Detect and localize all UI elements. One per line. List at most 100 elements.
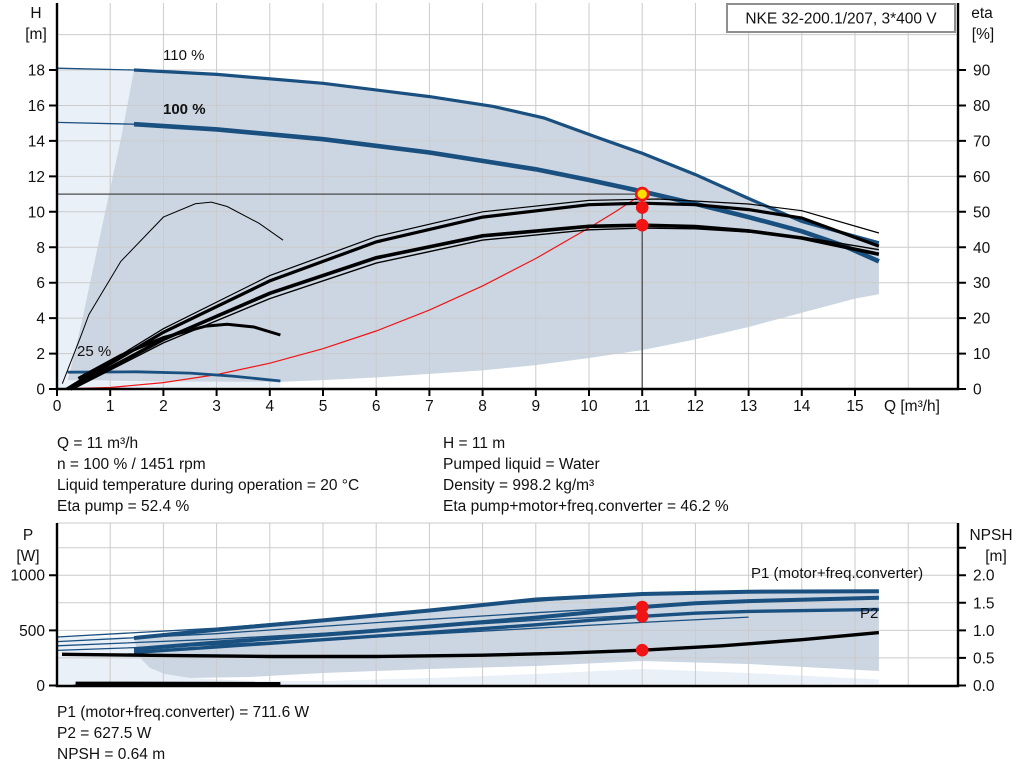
pump-title-box bbox=[726, 3, 956, 33]
svg-text:1.5: 1.5 bbox=[973, 595, 995, 612]
npsh-axis-unit: [m] bbox=[985, 548, 1007, 565]
eta-arc-thin-lowspeed bbox=[61, 201, 284, 384]
label-110pct: 110 % bbox=[163, 47, 204, 64]
duty-info-bottom: P1 (motor+freq.converter) = 711.6 W P2 =… bbox=[57, 704, 309, 763]
svg-text:15: 15 bbox=[846, 398, 863, 415]
p1-curve bbox=[133, 595, 879, 652]
info-p1: P1 (motor+freq.converter) = 711.6 W bbox=[57, 704, 309, 721]
svg-text:1000: 1000 bbox=[11, 568, 46, 585]
svg-text:2: 2 bbox=[36, 346, 45, 363]
svg-text:9: 9 bbox=[531, 398, 540, 415]
p-thin-2 bbox=[56, 605, 643, 643]
top-shade-light bbox=[57, 68, 281, 388]
svg-text:10: 10 bbox=[580, 398, 598, 415]
top-chart: H [m] eta [%] 0 2 4 6 8 10 12 14 16 18 0… bbox=[25, 3, 994, 415]
label-100pct: 100 % bbox=[163, 101, 206, 118]
svg-text:20: 20 bbox=[973, 311, 991, 328]
info-pumped-liquid: Pumped liquid = Water bbox=[443, 456, 600, 473]
info-p2: P2 = 627.5 W bbox=[57, 725, 152, 742]
h-tick-labels: 0 2 4 6 8 10 12 14 16 18 bbox=[28, 63, 46, 399]
p2-curve bbox=[133, 607, 879, 655]
p-axis-unit: [W] bbox=[16, 548, 39, 565]
eta-total-tolerance-curve bbox=[72, 227, 880, 390]
svg-text:0.0: 0.0 bbox=[973, 678, 995, 695]
top-grid bbox=[57, 3, 958, 389]
svg-text:12: 12 bbox=[28, 169, 45, 186]
svg-text:4: 4 bbox=[265, 398, 274, 415]
eta-axis-unit: [%] bbox=[972, 26, 994, 43]
svg-text:3: 3 bbox=[212, 398, 221, 415]
svg-text:14: 14 bbox=[28, 133, 46, 150]
svg-text:10: 10 bbox=[28, 204, 46, 221]
svg-text:30: 30 bbox=[973, 275, 991, 292]
svg-text:90: 90 bbox=[973, 63, 991, 80]
info-eta-pump: Eta pump = 52.4 % bbox=[57, 498, 189, 515]
info-liquid-temp: Liquid temperature during operation = 20… bbox=[57, 477, 359, 494]
info-eta-total: Eta pump+motor+freq.converter = 46.2 % bbox=[443, 498, 729, 515]
svg-text:5: 5 bbox=[319, 398, 328, 415]
svg-text:1.0: 1.0 bbox=[973, 623, 995, 640]
svg-text:40: 40 bbox=[973, 240, 991, 257]
svg-text:6: 6 bbox=[372, 398, 381, 415]
h-axis-title: H bbox=[30, 5, 41, 22]
efficiency-curves bbox=[61, 198, 880, 391]
eta-pump-curve bbox=[66, 201, 880, 391]
duty-point-marker[interactable] bbox=[634, 186, 650, 202]
top-axes bbox=[55, 3, 960, 391]
label-25pct: 25 % bbox=[77, 343, 111, 360]
svg-text:80: 80 bbox=[973, 98, 991, 115]
svg-text:500: 500 bbox=[19, 623, 45, 640]
svg-text:50: 50 bbox=[973, 204, 991, 221]
top-shade-dark bbox=[67, 70, 879, 382]
curve-25pct bbox=[67, 370, 281, 383]
info-n: n = 100 % / 1451 rpm bbox=[57, 456, 206, 473]
bottom-shade-light bbox=[57, 636, 879, 685]
curve-110pct bbox=[133, 68, 880, 245]
info-density: Density = 998.2 kg/m³ bbox=[443, 477, 594, 494]
curve-100pct-thin-ext bbox=[56, 121, 135, 125]
bottom-chart: P [W] NPSH [m] 0 500 1000 0.0 0.5 1.0 1.… bbox=[11, 522, 1013, 695]
speed-curves bbox=[56, 67, 880, 383]
duty-info-top: Q = 11 m³/h n = 100 % / 1451 rpm Liquid … bbox=[57, 435, 729, 515]
p-tick-labels: 0 500 1000 bbox=[11, 568, 46, 695]
h-axis-unit: [m] bbox=[25, 26, 47, 43]
svg-text:6: 6 bbox=[36, 275, 45, 292]
svg-text:11: 11 bbox=[634, 398, 650, 415]
p1-marker bbox=[635, 600, 649, 614]
svg-text:8: 8 bbox=[36, 240, 45, 257]
curve-100pct bbox=[133, 121, 880, 264]
svg-text:0: 0 bbox=[973, 382, 982, 399]
eta-pump-tolerance-curve bbox=[64, 198, 880, 390]
label-p2: P2 bbox=[860, 605, 878, 622]
svg-text:10: 10 bbox=[973, 346, 991, 363]
svg-text:70: 70 bbox=[973, 133, 991, 150]
p-thin-1 bbox=[56, 596, 590, 638]
eta-arc-thick-lowspeed bbox=[77, 322, 281, 380]
svg-text:18: 18 bbox=[28, 63, 45, 80]
svg-text:14: 14 bbox=[793, 398, 811, 415]
npsh-tick-labels: 0.0 0.5 1.0 1.5 2.0 bbox=[973, 568, 995, 695]
svg-text:7: 7 bbox=[425, 398, 434, 415]
eta-tick-labels: 0 10 20 30 40 50 60 70 80 90 bbox=[973, 63, 991, 399]
npsh-marker bbox=[635, 643, 649, 657]
svg-text:0: 0 bbox=[53, 398, 62, 415]
svg-text:0: 0 bbox=[36, 382, 45, 399]
p-axis-title: P bbox=[23, 527, 33, 544]
p2-marker bbox=[635, 610, 649, 623]
svg-text:16: 16 bbox=[28, 98, 45, 115]
svg-text:2: 2 bbox=[159, 398, 168, 415]
pump-title: NKE 32-200.1/207, 3*400 V bbox=[745, 11, 937, 28]
svg-text:2.0: 2.0 bbox=[973, 568, 995, 585]
svg-text:0: 0 bbox=[36, 678, 45, 695]
npsh-axis-title: NPSH bbox=[969, 527, 1012, 544]
svg-text:12: 12 bbox=[687, 398, 704, 415]
curve-110pct-thin-ext bbox=[56, 67, 135, 71]
power-curves bbox=[56, 589, 879, 686]
eta-axis-title: eta bbox=[971, 5, 993, 22]
info-npsh: NPSH = 0.64 m bbox=[57, 746, 165, 763]
q-tick-labels: 0 1 2 3 4 5 6 7 8 9 10 11 12 13 14 15 bbox=[53, 398, 864, 415]
info-h: H = 11 m bbox=[443, 435, 505, 452]
bottom-axis-ticks bbox=[49, 546, 966, 687]
